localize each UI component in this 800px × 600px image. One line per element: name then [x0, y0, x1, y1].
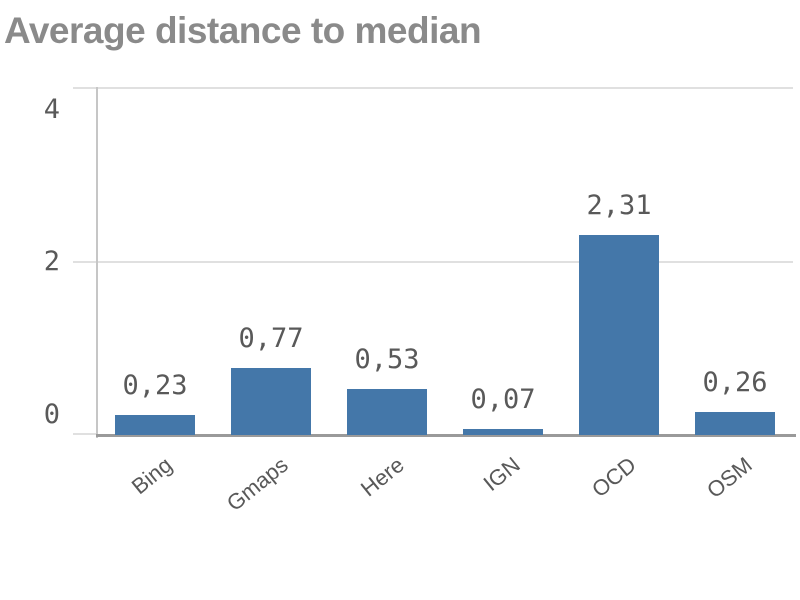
chart-title: Average distance to median	[4, 10, 482, 51]
value-label-gmaps: 0,77	[238, 323, 304, 355]
value-label-ign: 0,07	[470, 383, 536, 415]
x-axis-label-ign[interactable]: IGN	[478, 452, 525, 497]
y-axis-line	[96, 87, 98, 438]
x-axis-line	[96, 434, 796, 437]
y-axis-tick-label: 4	[43, 94, 60, 125]
x-axis-label-ocd[interactable]: OCD	[587, 452, 641, 503]
value-label-bing: 0,23	[122, 370, 188, 402]
gridline	[73, 260, 793, 263]
bar-ign[interactable]	[463, 428, 543, 435]
bar-bing[interactable]	[115, 415, 195, 435]
y-axis-tick-label: 0	[43, 399, 60, 430]
bar-ocd[interactable]	[579, 234, 659, 435]
x-axis-label-bing[interactable]: Bing	[126, 452, 177, 500]
x-axis-label-here[interactable]: Here	[355, 452, 409, 502]
value-label-ocd: 2,31	[586, 189, 652, 221]
x-axis-label-osm[interactable]: OSM	[702, 452, 757, 503]
x-axis-label-gmaps[interactable]: Gmaps	[221, 452, 293, 517]
value-label-here: 0,53	[354, 344, 420, 376]
bar-gmaps[interactable]	[231, 368, 311, 435]
bar-osm[interactable]	[695, 412, 775, 435]
axis-tick	[73, 433, 97, 435]
gridline	[73, 87, 793, 89]
value-label-osm: 0,26	[702, 367, 768, 399]
bar-here[interactable]	[347, 389, 427, 435]
y-axis-tick-label: 2	[43, 245, 60, 277]
